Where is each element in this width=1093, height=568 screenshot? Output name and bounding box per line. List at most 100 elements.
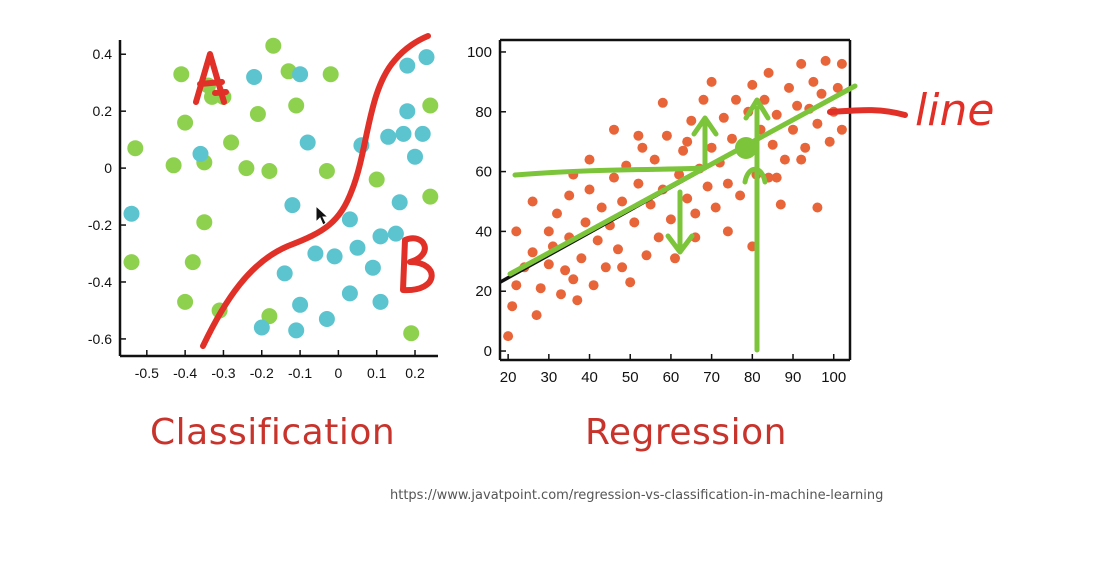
data-point xyxy=(391,194,408,211)
red-decision-boundary-stroke xyxy=(200,33,431,349)
data-point xyxy=(657,97,668,108)
y-tick-label: 40 xyxy=(475,223,492,240)
y-tick-label: -0.4 xyxy=(88,274,112,290)
data-point xyxy=(596,202,607,213)
data-point xyxy=(556,289,566,300)
data-point xyxy=(288,322,305,339)
data-point xyxy=(584,154,595,165)
data-point xyxy=(816,88,827,99)
data-point xyxy=(633,178,644,189)
data-point xyxy=(184,254,201,271)
x-tick-label: 20 xyxy=(500,369,517,386)
data-point xyxy=(637,142,648,153)
classification-chart: -0.5 -0.4 -0.3 -0.2 -0.1 0 0.1 0.2 0.4 0.2 0 -0.2 -0… xyxy=(88,37,439,381)
data-point xyxy=(531,310,542,321)
data-point xyxy=(364,259,381,276)
data-point xyxy=(399,103,416,120)
data-point xyxy=(173,66,190,83)
data-point xyxy=(682,193,693,204)
data-point xyxy=(372,228,389,245)
data-point xyxy=(771,172,782,183)
data-point xyxy=(796,58,807,69)
y-tick-label: 60 xyxy=(475,164,492,181)
data-point xyxy=(292,296,309,313)
data-point xyxy=(812,202,823,213)
data-point xyxy=(763,67,774,78)
data-point xyxy=(341,211,358,228)
data-point xyxy=(796,154,807,165)
data-point xyxy=(543,259,554,270)
cursor-arrow xyxy=(315,204,330,226)
data-point xyxy=(690,208,701,219)
line-pointer-stroke xyxy=(827,107,908,118)
data-point xyxy=(812,118,823,129)
data-point xyxy=(261,163,278,179)
data-point xyxy=(661,130,672,141)
data-point xyxy=(249,106,266,122)
data-point xyxy=(747,79,758,90)
data-point xyxy=(836,58,847,69)
data-point xyxy=(706,142,717,153)
data-point xyxy=(584,184,595,195)
x-tick-label: 40 xyxy=(581,369,598,386)
data-point xyxy=(800,142,811,153)
data-point xyxy=(613,244,623,255)
data-point xyxy=(127,140,144,157)
data-point xyxy=(507,301,518,312)
data-point xyxy=(808,76,819,87)
data-point xyxy=(265,37,282,54)
data-point xyxy=(349,239,366,256)
x-tick-label: 80 xyxy=(744,369,761,386)
data-point xyxy=(674,169,685,180)
data-point xyxy=(511,226,522,237)
series-orange xyxy=(503,55,847,342)
data-point xyxy=(387,225,404,242)
data-point xyxy=(307,245,324,262)
data-point xyxy=(824,136,835,147)
data-point xyxy=(731,94,741,105)
data-point xyxy=(422,97,439,114)
data-point xyxy=(665,214,676,225)
y-tick-label: 80 xyxy=(475,104,492,121)
y-tick-label: 100 xyxy=(467,44,492,61)
data-point xyxy=(836,124,847,135)
data-point xyxy=(686,115,697,126)
x-tick-label: -0.1 xyxy=(288,365,312,381)
data-point xyxy=(759,94,770,105)
y-tick-label: -0.6 xyxy=(88,331,112,347)
x-tick-label: -0.3 xyxy=(211,365,235,381)
data-point xyxy=(580,217,591,228)
data-point xyxy=(682,136,693,147)
green-prediction-point xyxy=(735,137,757,159)
data-point xyxy=(629,217,640,228)
data-point xyxy=(617,196,628,207)
data-point xyxy=(722,178,733,189)
regression-caption: Regression xyxy=(585,412,787,453)
line-label: line xyxy=(915,85,994,136)
data-point xyxy=(527,247,538,258)
green-vertical-guide xyxy=(743,97,771,353)
data-point xyxy=(318,311,335,327)
data-point xyxy=(649,154,660,165)
y-tick-label: 0.2 xyxy=(93,103,113,119)
regression-chart: 20 30 40 50 60 70 80 90 100 0 20 40 60 80 100 xyxy=(467,38,852,386)
x-tick-label: 100 xyxy=(821,369,846,386)
data-point xyxy=(253,319,270,336)
y-tick-label: 0 xyxy=(104,160,112,176)
data-point xyxy=(288,97,305,114)
data-point xyxy=(633,130,644,141)
data-point xyxy=(503,331,514,342)
x-tick-label: -0.2 xyxy=(250,365,274,381)
data-point xyxy=(299,134,316,151)
series-blue xyxy=(123,49,435,339)
green-up-arrow xyxy=(691,115,719,171)
data-point xyxy=(123,205,140,222)
data-point xyxy=(788,124,798,135)
source-url: https://www.javatpoint.com/regression-vs… xyxy=(390,488,884,503)
x-tick-label: -0.5 xyxy=(135,365,159,381)
data-point xyxy=(418,49,435,66)
data-point xyxy=(403,325,420,342)
data-point xyxy=(177,114,194,131)
data-point xyxy=(576,253,587,264)
green-fit-line-stroke xyxy=(507,83,858,277)
